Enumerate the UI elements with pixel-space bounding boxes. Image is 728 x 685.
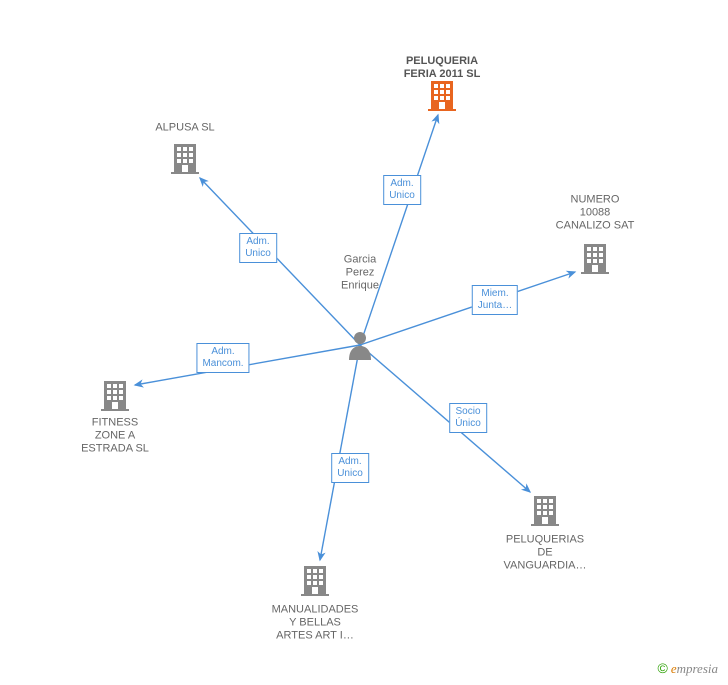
edge-line <box>360 272 575 345</box>
company-label-alpusa: ALPUSA SL <box>155 122 214 139</box>
company-label-fitness: FITNESS ZONE A ESTRADA SL <box>81 417 149 460</box>
copyright-symbol: © <box>657 660 667 676</box>
company-label-text: NUMERO 10088 CANALIZO SAT <box>556 194 635 233</box>
center-label-text: Garcia Perez Enrique <box>341 254 379 293</box>
company-label-text: ALPUSA SL <box>155 122 214 135</box>
building-icon <box>301 564 329 596</box>
building-icon <box>581 242 609 274</box>
center-person-node[interactable] <box>347 330 373 360</box>
edge-label-fitness[interactable]: Adm. Mancom. <box>196 343 249 373</box>
center-label: Garcia Perez Enrique <box>341 254 379 297</box>
company-label-text: MANUALIDADES Y BELLAS ARTES ART I… <box>272 604 359 643</box>
company-label-peluqueria: PELUQUERIA FERIA 2011 SL <box>404 55 481 85</box>
company-node-manualidades[interactable] <box>301 564 329 596</box>
building-icon <box>171 142 199 174</box>
edge-line <box>200 178 360 345</box>
edge-line <box>360 115 438 345</box>
building-icon <box>101 379 129 411</box>
company-node-fitness[interactable] <box>101 379 129 411</box>
edge-line <box>360 345 530 492</box>
diagram-canvas: Garcia Perez Enrique Adm. Unico PELUQUERI… <box>0 0 728 685</box>
company-label-peluquerias_vang: PELUQUERIAS DE VANGUARDIA… <box>504 534 587 577</box>
company-node-peluquerias_vang[interactable] <box>531 494 559 526</box>
edge-label-peluqueria[interactable]: Adm. Unico <box>383 175 421 205</box>
copyright: ©empresia <box>657 660 718 677</box>
edge-label-alpusa[interactable]: Adm. Unico <box>239 233 277 263</box>
copyright-rest: mpresia <box>677 661 718 676</box>
company-label-text: FITNESS ZONE A ESTRADA SL <box>81 417 149 456</box>
company-label-manualidades: MANUALIDADES Y BELLAS ARTES ART I… <box>272 604 359 647</box>
company-label-text: PELUQUERIA FERIA 2011 SL <box>404 55 481 81</box>
company-node-alpusa[interactable] <box>171 142 199 174</box>
edge-label-manualidades[interactable]: Adm. Unico <box>331 453 369 483</box>
company-label-text: PELUQUERIAS DE VANGUARDIA… <box>504 534 587 573</box>
building-icon <box>531 494 559 526</box>
company-node-numero[interactable] <box>581 242 609 274</box>
company-label-numero: NUMERO 10088 CANALIZO SAT <box>556 194 635 237</box>
edge-label-numero[interactable]: Miem. Junta… <box>472 285 518 315</box>
edge-label-peluquerias_vang[interactable]: Socio Único <box>449 403 487 433</box>
person-icon <box>347 330 373 360</box>
